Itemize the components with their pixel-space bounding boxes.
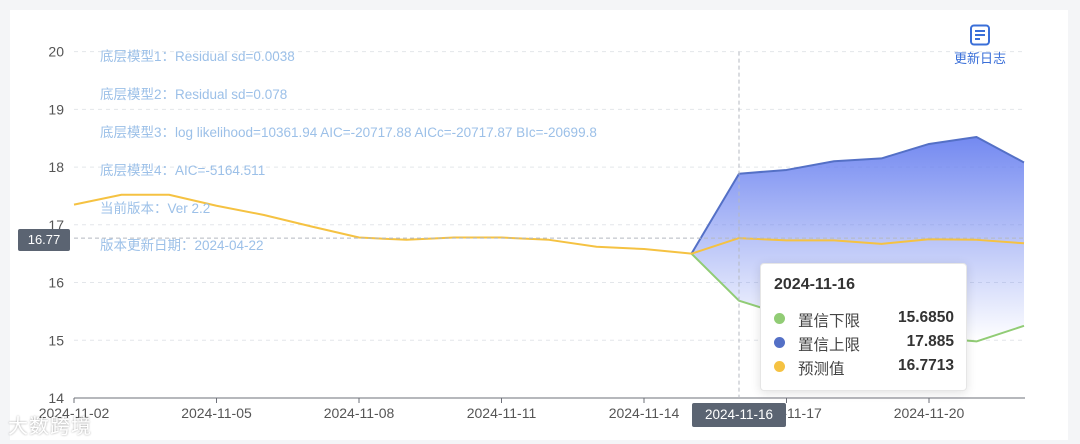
x-tick-label: 2024-11-14 — [609, 405, 680, 421]
tooltip-upper-value: 17.885 — [906, 333, 954, 350]
crosshair-x-label: 2024-11-16 — [692, 403, 786, 427]
y-tick-label: 20 — [48, 44, 64, 60]
annotation-model-4: 底层模型4：AIC=-5164.511 — [100, 163, 266, 178]
changelog-label: 更新日志 — [953, 51, 1006, 66]
tooltip: 2024-11-16 置信下限 15.6850 置信上限 17.885 预测值 … — [760, 263, 967, 391]
tooltip-upper-name: 置信上限 — [798, 337, 861, 354]
tooltip-row-lower: 置信下限 15.6850 — [774, 308, 954, 330]
series-line-upper-bound — [690, 136, 1025, 255]
crosshair-y-label: 16.77 — [18, 229, 70, 251]
series-line-forecast — [73, 193, 1025, 255]
tooltip-forecast-name: 预测值 — [798, 361, 845, 378]
changelog-button[interactable]: 更新日志 — [948, 24, 1012, 67]
annotation-version: 当前版本：Ver 2.2 — [100, 201, 211, 216]
lower-bound-dot-icon — [774, 313, 785, 324]
y-tick-label: 18 — [48, 159, 64, 175]
tooltip-lower-name: 置信下限 — [798, 313, 861, 330]
tooltip-row-upper: 置信上限 17.885 — [774, 332, 954, 354]
x-tick-label: 2024-11-05 — [181, 405, 252, 421]
watermark: 大数跨境 — [8, 416, 92, 438]
tooltip-title: 2024-11-16 — [774, 276, 855, 293]
y-tick-label: 15 — [48, 332, 64, 348]
forecast-dot-icon — [774, 361, 785, 372]
upper-bound-dot-icon — [774, 337, 785, 348]
y-tick-label: 19 — [48, 101, 64, 117]
y-tick-label: 17 — [48, 217, 64, 233]
tooltip-forecast-value: 16.7713 — [897, 357, 954, 374]
annotation-update-date: 版本更新日期：2024-04-22 — [100, 238, 264, 253]
document-icon — [970, 24, 990, 46]
y-tick-label: 16 — [48, 275, 64, 291]
annotation-model-1: 底层模型1：Residual sd=0.0038 — [100, 49, 295, 64]
annotation-model-2: 底层模型2：Residual sd=0.078 — [100, 87, 288, 102]
x-tick-label: 2024-11-02 — [39, 405, 110, 421]
tooltip-lower-value: 15.6850 — [897, 309, 954, 326]
x-tick-label: 2024-11-11 — [467, 405, 537, 421]
x-tick-label: 2024-11-08 — [324, 405, 395, 421]
x-tick-label: 2024-11-20 — [894, 405, 965, 421]
annotation-model-3: 底层模型3：log likelihood=10361.94 AIC=-20717… — [100, 125, 597, 140]
y-tick-label: 14 — [48, 390, 64, 406]
tooltip-row-forecast: 预测值 16.7713 — [774, 356, 954, 378]
